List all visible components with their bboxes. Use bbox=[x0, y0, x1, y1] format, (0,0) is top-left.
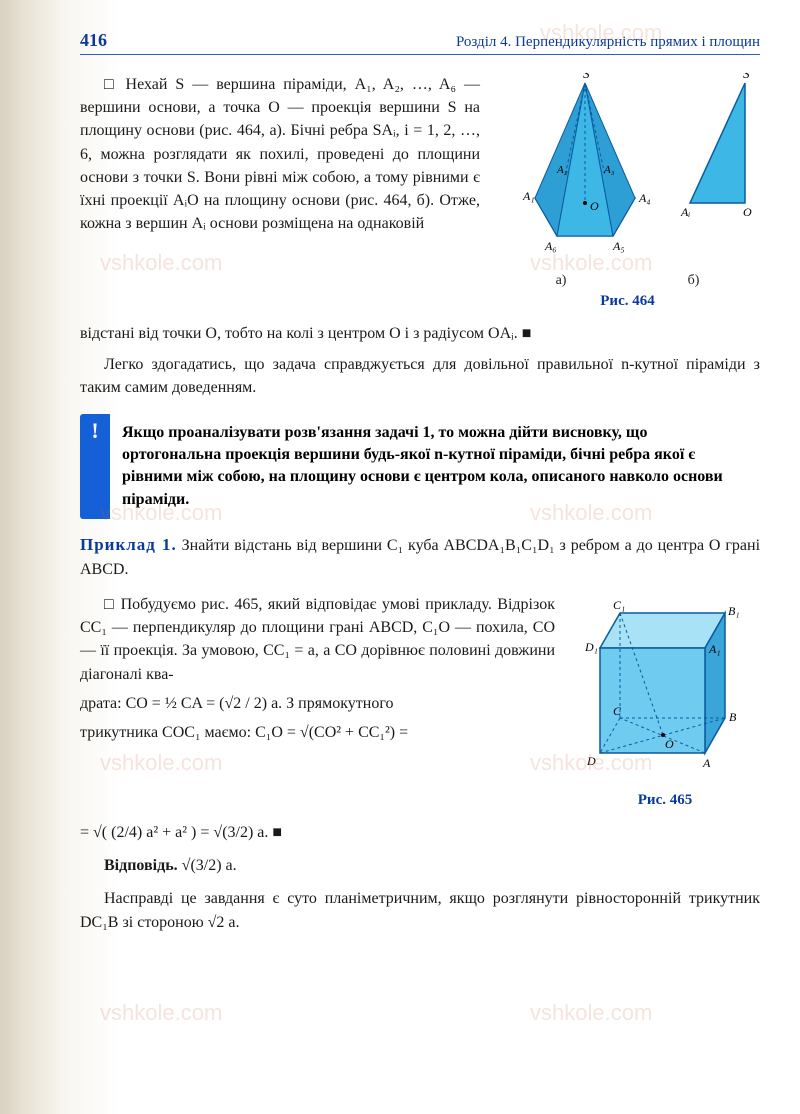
para3d: = √( (2/4) a² + a² ) = √(3/2) a. ■ bbox=[80, 821, 760, 844]
example-label: Приклад 1. bbox=[80, 535, 177, 554]
para4: Насправді це завдання є суто планіметрич… bbox=[80, 887, 760, 933]
svg-text:C: C bbox=[613, 704, 622, 718]
cube-svg: C₁ B₁ D₁ A₁ C B D A O bbox=[570, 593, 760, 783]
para3: □ Побудуємо рис. 465, який відповідає ум… bbox=[80, 593, 555, 686]
svg-text:A₄: A₄ bbox=[638, 191, 651, 205]
svg-text:A₂: A₂ bbox=[556, 164, 568, 176]
solution-col: □ Побудуємо рис. 465, який відповідає ум… bbox=[80, 593, 555, 809]
answer-row: Відповідь. √(3/2) a. bbox=[80, 854, 760, 877]
callout-body: Якщо проаналізувати розв'язання задачі 1… bbox=[110, 414, 760, 520]
fig465-caption: Рис. 465 bbox=[570, 792, 760, 809]
para3c: трикутника COC₁ маємо: C₁O = √(CO² + CC₁… bbox=[80, 721, 555, 744]
answer-value: √(3/2) a. bbox=[182, 857, 237, 874]
chapter-title: Розділ 4. Перпендикулярність прямих і пл… bbox=[456, 34, 760, 51]
watermark: vshkole.com bbox=[100, 1000, 222, 1026]
fig464-a: а) bbox=[556, 273, 567, 289]
para1: □ Нехай S — вершина піраміди, A₁, A₂, …,… bbox=[80, 73, 480, 310]
callout-mark: ! bbox=[80, 414, 110, 520]
para1-cont: відстані від точки O, тобто на колі з це… bbox=[80, 322, 760, 345]
para3b: драта: CO = ½ CA = (√2 / 2) a. З прямоку… bbox=[80, 692, 555, 715]
svg-text:O: O bbox=[665, 737, 674, 751]
pyramid-svg: S A₁ A₂ A₃ A₄ A₅ A₆ O S Aᵢ O bbox=[495, 73, 760, 268]
svg-text:O: O bbox=[743, 205, 752, 219]
svg-text:A: A bbox=[702, 756, 711, 770]
svg-text:D: D bbox=[586, 754, 596, 768]
watermark: vshkole.com bbox=[530, 1000, 652, 1026]
svg-text:B: B bbox=[729, 710, 737, 724]
svg-text:O: O bbox=[590, 199, 599, 213]
svg-text:A₃: A₃ bbox=[603, 164, 615, 176]
answer-label: Відповідь. bbox=[104, 857, 178, 874]
svg-text:Aᵢ: Aᵢ bbox=[680, 205, 690, 219]
svg-text:A₆: A₆ bbox=[544, 239, 557, 253]
fig464-caption: Рис. 464 bbox=[495, 293, 760, 310]
svg-text:B₁: B₁ bbox=[728, 604, 740, 618]
fig464-b: б) bbox=[688, 273, 700, 289]
fig464-sublabels: а) б) bbox=[495, 273, 760, 289]
svg-text:A₁: A₁ bbox=[522, 189, 535, 203]
figure-465: C₁ B₁ D₁ A₁ C B D A O Рис. 465 bbox=[570, 593, 760, 809]
block-para1-fig464: □ Нехай S — вершина піраміди, A₁, A₂, …,… bbox=[80, 73, 760, 310]
svg-text:A₅: A₅ bbox=[612, 239, 625, 253]
svg-text:D₁: D₁ bbox=[584, 640, 598, 654]
example-statement: Приклад 1. Знайти відстань від вершини C… bbox=[80, 533, 760, 581]
page-number: 416 bbox=[80, 30, 107, 51]
svg-text:S: S bbox=[743, 73, 750, 81]
page: 416 Розділ 4. Перпендикулярність прямих … bbox=[0, 0, 800, 964]
para2: Легко здогадатись, що задача справджуєть… bbox=[80, 353, 760, 399]
callout-box: ! Якщо проаналізувати розв'язання задачі… bbox=[80, 414, 760, 520]
example-text: Знайти відстань від вершини C₁ куба ABCD… bbox=[80, 537, 760, 578]
svg-text:A₁: A₁ bbox=[708, 642, 721, 656]
block-solution-fig465: □ Побудуємо рис. 465, який відповідає ум… bbox=[80, 593, 760, 809]
page-header: 416 Розділ 4. Перпендикулярність прямих … bbox=[80, 30, 760, 55]
figure-464: S A₁ A₂ A₃ A₄ A₅ A₆ O S Aᵢ O а) bbox=[495, 73, 760, 310]
svg-text:C₁: C₁ bbox=[613, 598, 625, 612]
svg-text:S: S bbox=[583, 73, 590, 81]
